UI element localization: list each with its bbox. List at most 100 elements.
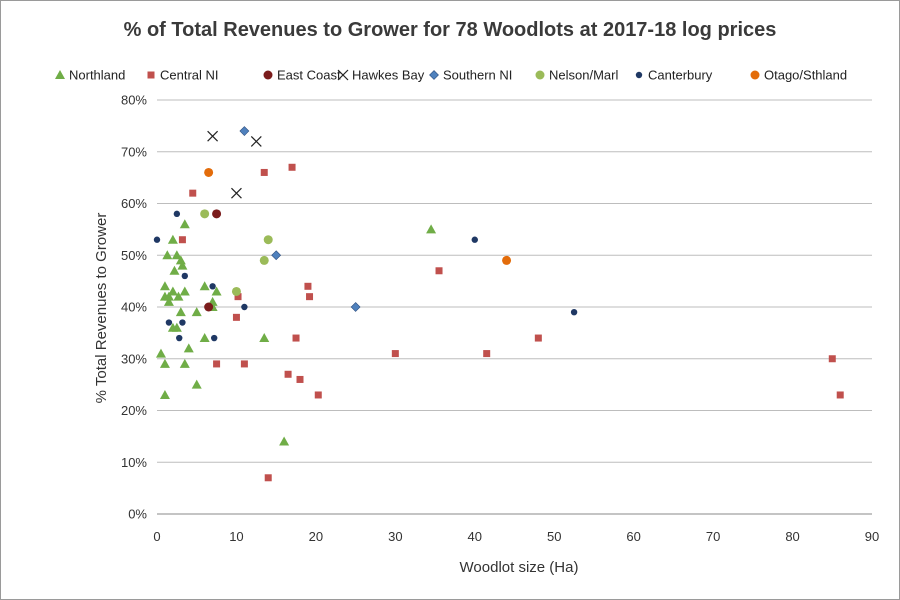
- x-tick-label: 80: [785, 529, 799, 544]
- data-point: [163, 291, 174, 301]
- circle-marker: [173, 210, 181, 218]
- data-point: [177, 260, 188, 270]
- square-marker: [260, 168, 268, 176]
- circle-marker: [212, 209, 222, 219]
- y-tick-label: 80%: [121, 93, 147, 108]
- data-point: [435, 267, 443, 275]
- y-tick-label: 0%: [128, 507, 147, 522]
- data-point: [350, 302, 361, 312]
- data-point: [259, 333, 270, 343]
- square-marker: [284, 370, 292, 378]
- circle-marker: [204, 167, 214, 177]
- circle-marker: [211, 334, 218, 342]
- data-point: [167, 234, 178, 244]
- circle-marker: [209, 283, 216, 290]
- data-point: [159, 281, 170, 291]
- y-tick-label: 20%: [121, 403, 147, 418]
- x-tick-label: 10: [229, 529, 243, 544]
- data-point: [179, 286, 190, 296]
- square-marker: [240, 360, 248, 368]
- triangle-marker: [183, 343, 194, 353]
- data-point: [175, 307, 186, 317]
- data-point: [200, 209, 210, 219]
- data-point: [163, 296, 174, 306]
- square-marker: [483, 350, 491, 358]
- legend-label: Central NI: [160, 68, 219, 83]
- legend-marker: [147, 71, 155, 79]
- legend-label: Hawkes Bay: [352, 68, 425, 83]
- square-marker: [534, 334, 542, 342]
- data-point: [234, 293, 242, 301]
- data-point: [173, 291, 184, 301]
- circle-marker: [200, 209, 210, 219]
- square-marker: [836, 391, 844, 399]
- circle-marker: [176, 334, 183, 342]
- triangle-marker: [169, 265, 180, 275]
- data-point: [534, 334, 542, 342]
- legend-marker: [429, 70, 439, 80]
- legend-label: Otago/Sthland: [764, 68, 847, 83]
- y-tick-label: 50%: [121, 248, 147, 263]
- triangle-marker: [426, 224, 437, 234]
- square-marker: [213, 360, 221, 368]
- legend-item: Northland: [55, 68, 125, 83]
- square-marker: [264, 474, 272, 482]
- diamond-marker: [429, 70, 439, 80]
- legend-marker: [337, 69, 349, 81]
- legend-item: Southern NI: [429, 68, 512, 83]
- triangle-marker: [163, 291, 174, 301]
- triangle-marker: [177, 260, 188, 270]
- data-point: [171, 322, 182, 332]
- triangle-marker: [159, 281, 170, 291]
- circle-marker: [241, 303, 248, 311]
- series-nelson-marl: [200, 209, 273, 296]
- diamond-marker: [350, 302, 361, 312]
- series-east-coast: [204, 209, 222, 312]
- data-point: [483, 350, 491, 358]
- data-point: [304, 282, 312, 290]
- legend-label: Southern NI: [443, 68, 512, 83]
- diamond-marker: [239, 126, 250, 136]
- data-point: [171, 250, 182, 260]
- data-point: [181, 272, 189, 280]
- circle-marker: [165, 319, 173, 326]
- triangle-marker: [162, 250, 173, 260]
- triangle-marker: [191, 307, 202, 317]
- x-marker-stroke: [250, 135, 262, 147]
- data-point: [292, 334, 300, 342]
- y-tick-label: 10%: [121, 455, 147, 470]
- data-point: [231, 286, 241, 296]
- circle-marker: [263, 235, 273, 245]
- data-point: [570, 308, 578, 316]
- triangle-marker: [167, 234, 178, 244]
- data-point: [199, 281, 210, 291]
- triangle-marker: [171, 250, 182, 260]
- data-point: [175, 255, 186, 265]
- triangle-marker: [199, 333, 210, 343]
- triangle-marker: [191, 379, 202, 389]
- triangle-marker: [167, 286, 178, 296]
- data-point: [471, 236, 478, 243]
- gridlines: [157, 99, 872, 463]
- square-marker: [435, 267, 443, 275]
- y-axis-title: % Total Revenues to Grower: [93, 213, 110, 404]
- triangle-marker: [211, 286, 222, 296]
- x-tick-label: 0: [153, 529, 160, 544]
- legend-label: Northland: [69, 68, 125, 83]
- triangle-marker: [179, 219, 190, 229]
- tick-labels: 0% 10% 20% 30% 40% 50% 60% 70% 80% 0 10 20 30 40 50 60 7…: [121, 93, 879, 545]
- legend-marker: [635, 71, 643, 79]
- series-northland: [155, 219, 437, 446]
- circle-marker: [231, 286, 241, 296]
- x-marker-stroke: [207, 130, 219, 142]
- triangle-marker: [171, 322, 182, 332]
- data-point: [207, 130, 219, 142]
- data-point: [159, 358, 170, 368]
- y-tick-label: 60%: [121, 196, 147, 211]
- data-point: [199, 333, 210, 343]
- legend-marker: [55, 70, 65, 79]
- legend-item: East Coast: [263, 68, 341, 83]
- data-points: [153, 126, 844, 482]
- y-tick-label: 70%: [121, 144, 147, 159]
- legend-item: Canterbury: [635, 68, 713, 83]
